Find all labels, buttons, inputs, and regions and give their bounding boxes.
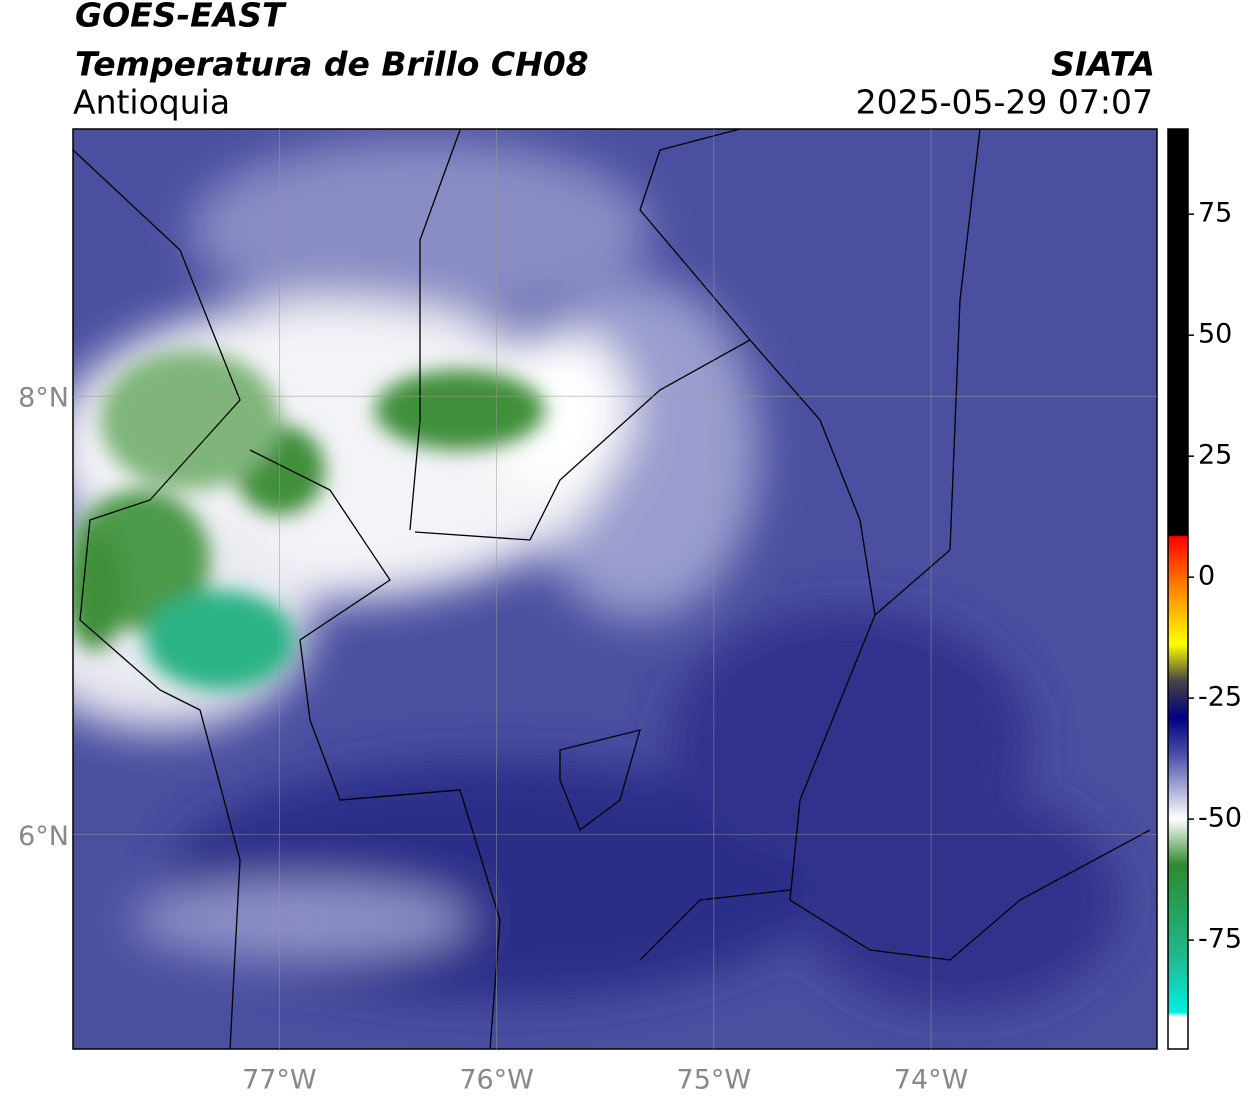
x-tick-label: 74°W — [894, 1065, 969, 1096]
colorbar — [1167, 128, 1189, 1050]
colorbar-tick-label: -25 — [1198, 682, 1242, 713]
satellite: GOES-EAST — [75, 0, 287, 35]
y-tick-label: 6°N — [18, 821, 69, 852]
x-tick-label: 77°W — [242, 1065, 317, 1096]
x-tick-label: 75°W — [677, 1065, 752, 1096]
colorbar-tick-label: 25 — [1198, 440, 1232, 471]
satellite-image — [73, 129, 1157, 1049]
x-tick-label: 76°W — [459, 1065, 534, 1096]
colorbar-tick-label: -50 — [1198, 803, 1242, 834]
colorbar-tick-label: 75 — [1198, 198, 1232, 229]
region: Antioquia — [73, 83, 230, 122]
colorbar-tick-label: 50 — [1198, 319, 1232, 350]
title: Temperatura de Brillo CH08 — [75, 45, 589, 84]
colorbar-tick-label: -75 — [1198, 924, 1242, 955]
map-frame — [72, 128, 1158, 1050]
y-tick-label: 8°N — [18, 383, 69, 414]
colorbar-tick-label: 0 — [1198, 561, 1215, 592]
source: SIATA — [1051, 45, 1155, 84]
datetime: 2025-05-29 07:07 — [856, 83, 1153, 122]
